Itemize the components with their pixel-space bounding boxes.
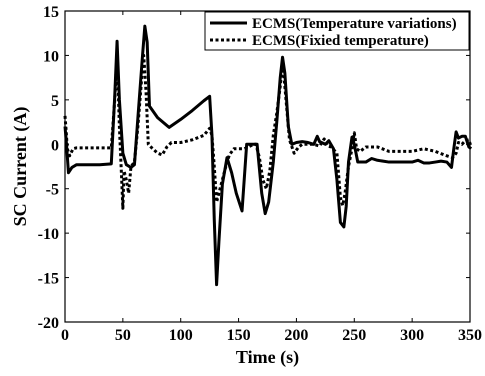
y-tick-label: 10 [43, 48, 59, 65]
y-tick-label: 5 [51, 93, 59, 110]
plot-area-border [64, 10, 471, 323]
x-axis-title: Time (s) [236, 347, 299, 368]
y-tick-label: 15 [43, 4, 59, 21]
x-tick-label: 300 [400, 327, 424, 344]
y-tick-label: -10 [38, 226, 59, 243]
y-tick-label: -15 [38, 271, 59, 288]
x-tick-label: 350 [458, 327, 482, 344]
y-tick-label: 0 [51, 137, 59, 154]
x-tick-label: 150 [227, 327, 251, 344]
series-line-1 [63, 24, 473, 287]
x-axis-ticks: 0 50 100 150 200 250 300 350 [61, 11, 482, 344]
legend-box [204, 11, 470, 51]
x-tick-label: 200 [284, 327, 308, 344]
legend-label-2: ECMS(Fixied temperature) [252, 33, 429, 49]
legend-label-1: ECMS(Temperature variations) [252, 16, 457, 32]
y-axis-ticks: 15 10 5 0 -5 -10 -15 -20 [38, 4, 470, 332]
series-line-2 [63, 49, 473, 210]
y-axis-title: SC Current (A) [10, 107, 31, 227]
series-layer [63, 24, 473, 287]
legend: ECMS(Temperature variations)ECMS(Fixied … [204, 11, 470, 51]
x-tick-label: 50 [115, 327, 131, 344]
y-tick-label: -5 [46, 182, 59, 199]
plot-frame [64, 10, 471, 323]
x-tick-label: 0 [61, 327, 69, 344]
x-tick-label: 250 [342, 327, 366, 344]
x-tick-label: 100 [169, 327, 193, 344]
y-tick-label: -20 [38, 315, 59, 332]
